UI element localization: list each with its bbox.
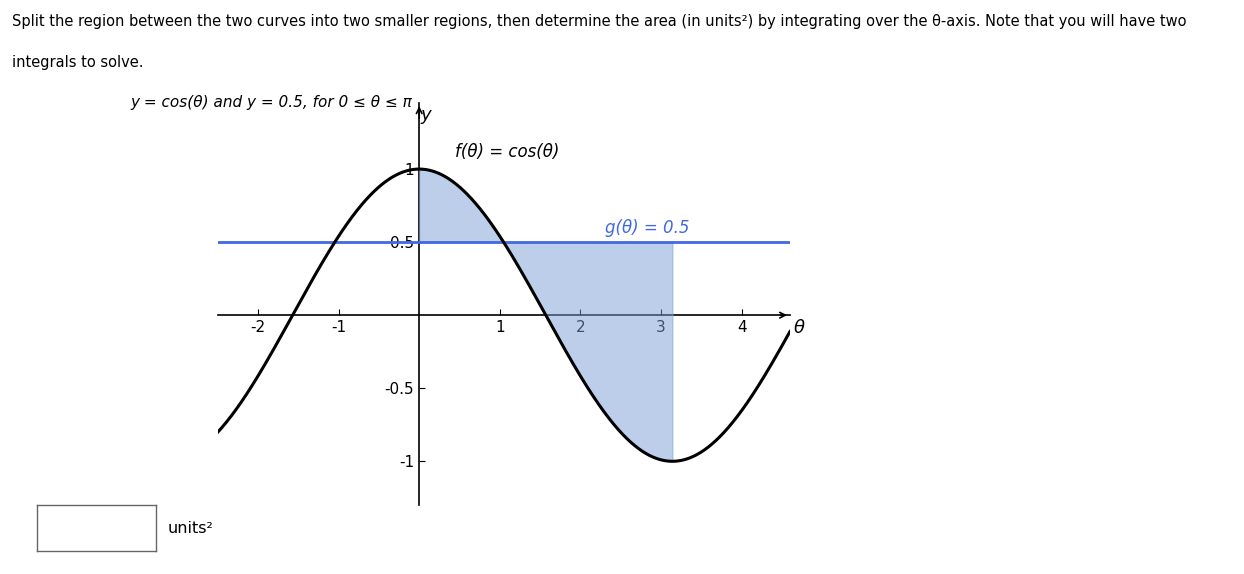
Text: g(θ) = 0.5: g(θ) = 0.5 — [605, 219, 689, 238]
Text: y = cos(θ) and y = 0.5, for 0 ≤ θ ≤ π: y = cos(θ) and y = 0.5, for 0 ≤ θ ≤ π — [131, 95, 412, 110]
Text: units²: units² — [168, 521, 214, 536]
Text: Split the region between the two curves into two smaller regions, then determine: Split the region between the two curves … — [12, 14, 1187, 29]
Text: integrals to solve.: integrals to solve. — [12, 55, 144, 69]
Text: y: y — [420, 106, 430, 124]
Text: θ: θ — [794, 319, 805, 338]
Text: f(θ) = cos(θ): f(θ) = cos(θ) — [455, 144, 560, 161]
